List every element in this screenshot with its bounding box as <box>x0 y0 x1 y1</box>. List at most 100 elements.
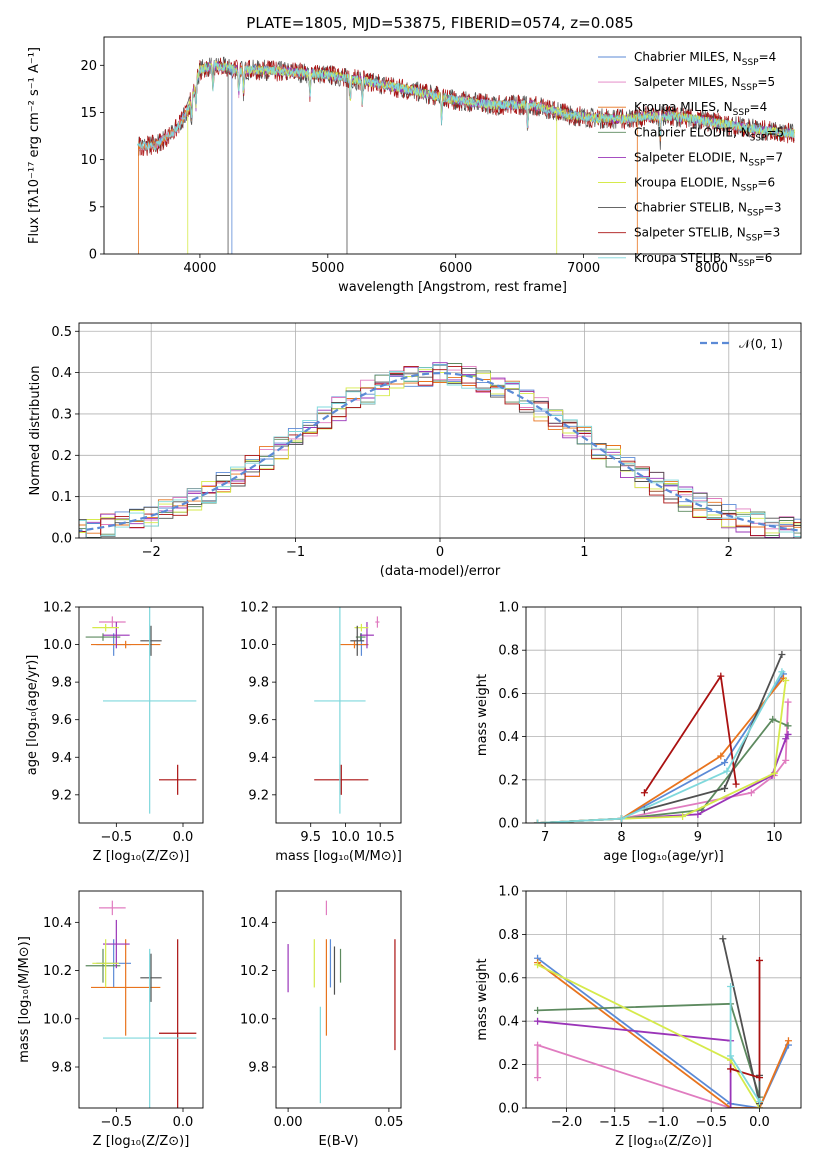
x-tick-label: 6000 <box>439 261 472 276</box>
x-tick-label: 0.00 <box>274 1115 303 1130</box>
mass_vs_EBV-plot-area <box>287 900 396 1104</box>
y-tick-label: 10.4 <box>43 916 72 931</box>
age_vs_Z-plot-area <box>85 607 197 814</box>
weight_vs_age-panel: 7 8 9 10 0.0 0.2 0.4 0.6 0.8 1.0 age [log₁₀(age/yr… <box>475 601 802 864</box>
x-axis-label: Z [log₁₀(Z/Z⊙)] <box>615 1134 712 1149</box>
weight-marker <box>679 813 687 821</box>
weight-marker <box>534 1074 542 1082</box>
x-axis-label: Z [log₁₀(Z/Z⊙)] <box>93 1134 190 1149</box>
weight-marker <box>770 769 778 777</box>
weight-marker <box>784 1037 792 1045</box>
y-tick-label: 20 <box>80 59 97 74</box>
x-tick-label: 0.0 <box>173 830 194 845</box>
legend-n: =6 <box>757 176 775 190</box>
x-axis-label: wavelength [Angstrom, rest frame] <box>338 280 567 295</box>
x-tick-label: 7 <box>541 830 549 845</box>
legend-label: Chabrier STELIB, NSSP=3 <box>634 201 782 219</box>
x-tick-label: −2 <box>142 545 161 560</box>
weight-marker <box>534 961 542 969</box>
y-tick-label: 0.2 <box>51 449 72 464</box>
spectrum-panel: 4000 5000 6000 7000 8000 0 5 10 15 20 wavelength [… <box>27 36 802 295</box>
legend-sub: SSP <box>742 58 759 68</box>
residuals-frame <box>78 322 802 539</box>
weight-marker <box>694 810 702 818</box>
weight-marker <box>784 698 792 706</box>
weight-marker <box>784 722 792 730</box>
weight-marker <box>778 651 786 659</box>
y-axis-label: Normed distribution <box>28 366 43 496</box>
weight-series <box>537 1002 761 1098</box>
y-tick-label: 0.4 <box>498 730 519 745</box>
x-tick-label: −0.5 <box>101 830 133 845</box>
x-tick-label: 8 <box>617 830 625 845</box>
histogram-series <box>79 362 801 538</box>
y-tick-label: 0.8 <box>498 644 519 659</box>
legend-sub: SSP <box>741 184 758 194</box>
weight-series <box>537 671 783 823</box>
weight-marker <box>534 1017 542 1025</box>
x-tick-label: 9 <box>694 830 702 845</box>
weight-marker <box>732 780 740 788</box>
x-axis-label: E(B-V) <box>318 1134 358 1149</box>
weight-series <box>537 963 761 1108</box>
weight-marker <box>782 756 790 764</box>
residuals-plot-area <box>79 362 801 538</box>
legend-sub: SSP <box>747 209 764 219</box>
y-tick-label: 10.4 <box>240 916 269 931</box>
weight-marker <box>784 730 792 738</box>
legend-label: Salpeter STELIB, NSSP=3 <box>634 226 780 244</box>
x-tick-label: 0.05 <box>374 1115 403 1130</box>
spectrum-series <box>136 60 795 152</box>
legend-n: =3 <box>763 226 781 240</box>
y-tick-label: 1.0 <box>498 601 519 616</box>
weight-marker <box>756 956 764 964</box>
y-tick-label: 0.5 <box>51 325 72 340</box>
y-tick-label: 9.2 <box>51 788 72 803</box>
legend-n: =7 <box>765 150 783 164</box>
weight-marker <box>747 789 755 797</box>
y-tick-label: 9.2 <box>248 788 269 803</box>
legend-n: =3 <box>764 201 782 215</box>
weight-marker <box>534 1006 542 1014</box>
x-axis-label: age [log₁₀(age/yr)] <box>603 849 724 864</box>
y-tick-label: 9.8 <box>248 1061 269 1076</box>
x-tick-label: −1 <box>286 545 305 560</box>
weight-marker <box>640 789 648 797</box>
weight-marker <box>782 735 790 743</box>
weight-marker <box>617 815 625 823</box>
weight-marker <box>727 1104 735 1108</box>
x-tick-label: 2 <box>725 545 733 560</box>
age_vs_mass-panel: 9.5 10.0 10.5 9.2 9.4 9.6 9.8 10.0 10.2 mass [log… <box>240 601 402 865</box>
weight-series <box>537 718 789 823</box>
weight-marker <box>756 1074 764 1082</box>
weight-marker <box>534 1041 542 1049</box>
y-tick-label: 9.6 <box>248 713 269 728</box>
mass_vs_EBV-panel: 0.00 0.05 9.8 10.0 10.2 10.4 E(B-V) <box>240 890 403 1149</box>
histogram-series <box>79 364 801 538</box>
x-tick-label: 0.0 <box>749 1115 770 1130</box>
legend-sub: SSP <box>733 108 750 118</box>
age_vs_mass-frame <box>275 606 402 824</box>
weight-series <box>536 1043 760 1108</box>
legend-label: Kroupa ELODIE, NSSP=6 <box>634 176 775 194</box>
x-tick-label: 8000 <box>695 261 728 276</box>
x-tick-label: −1.5 <box>599 1115 631 1130</box>
y-tick-label: 0.0 <box>51 532 72 547</box>
legend-sub: SSP <box>750 133 767 143</box>
legend-n: =5 <box>766 125 784 139</box>
y-tick-label: 0.2 <box>498 1058 519 1073</box>
x-tick-label: 0.0 <box>173 1115 194 1130</box>
mass_vs_Z-plot-area <box>85 900 197 1108</box>
x-tick-label: −0.5 <box>695 1115 727 1130</box>
weight-marker <box>719 935 727 943</box>
figure-title: PLATE=1805, MJD=53875, FIBERID=0574, z=0… <box>246 14 633 32</box>
mass_vs_EBV-frame <box>275 890 402 1109</box>
x-tick-label: −1.0 <box>647 1115 679 1130</box>
y-tick-label: 10.0 <box>240 638 269 653</box>
x-tick-label: 1 <box>580 545 588 560</box>
age_vs_Z-panel: −0.5 0.0 9.2 9.4 9.6 9.8 10.0 10.2 Z [log₁₀(Z/Z⊙… <box>25 601 204 864</box>
y-axis-label: mass weight <box>475 958 490 1040</box>
legend-n: =4 <box>750 100 768 114</box>
y-tick-label: 10.0 <box>43 638 72 653</box>
